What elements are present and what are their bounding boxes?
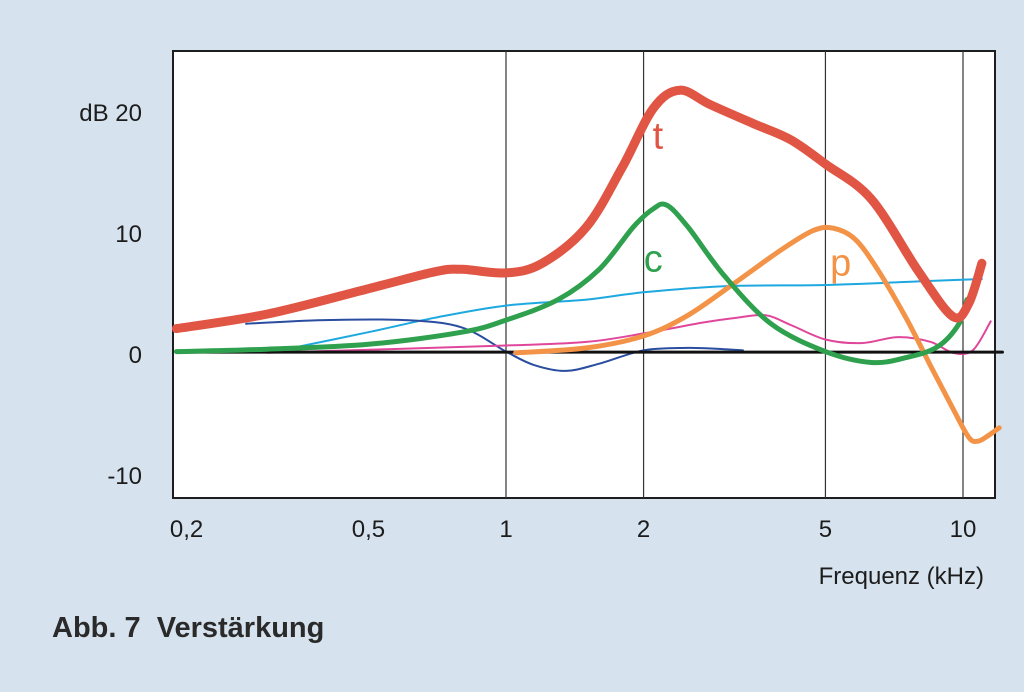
series-label-p: p [830,242,851,284]
series-label-t: t [653,115,664,157]
x-tick-label: 0,5 [352,516,385,543]
series-p-line [513,224,1002,445]
y-tick-label: dB 20 [79,100,142,127]
y-tick-label: 10 [115,221,142,248]
x-tick-label: 0,2 [170,516,203,543]
series-lines [171,85,1004,445]
x-tick-label: 10 [950,516,977,543]
x-axis-label: Frequenz (kHz) [819,563,984,590]
series-line-5 [266,314,992,356]
series-line-4 [245,318,744,372]
y-axis-ticks: dB 20 10 0 -10 [79,100,142,490]
series-label-c: c [644,239,663,281]
y-tick-label: 0 [129,342,142,369]
figure-caption: Abb. 7 Verstärkung [52,612,325,644]
x-tick-label: 2 [637,516,650,543]
series-c-line [173,201,970,366]
x-tick-label: 1 [499,516,512,543]
series-t-line [171,85,987,334]
series-line-3 [285,278,983,351]
x-tick-label: 5 [819,516,832,543]
plot-area [172,50,996,499]
x-axis-ticks: 0,2 0,5 1 2 5 10 [170,516,976,543]
y-tick-label: -10 [107,463,142,490]
series-labels: p c t [644,115,852,284]
